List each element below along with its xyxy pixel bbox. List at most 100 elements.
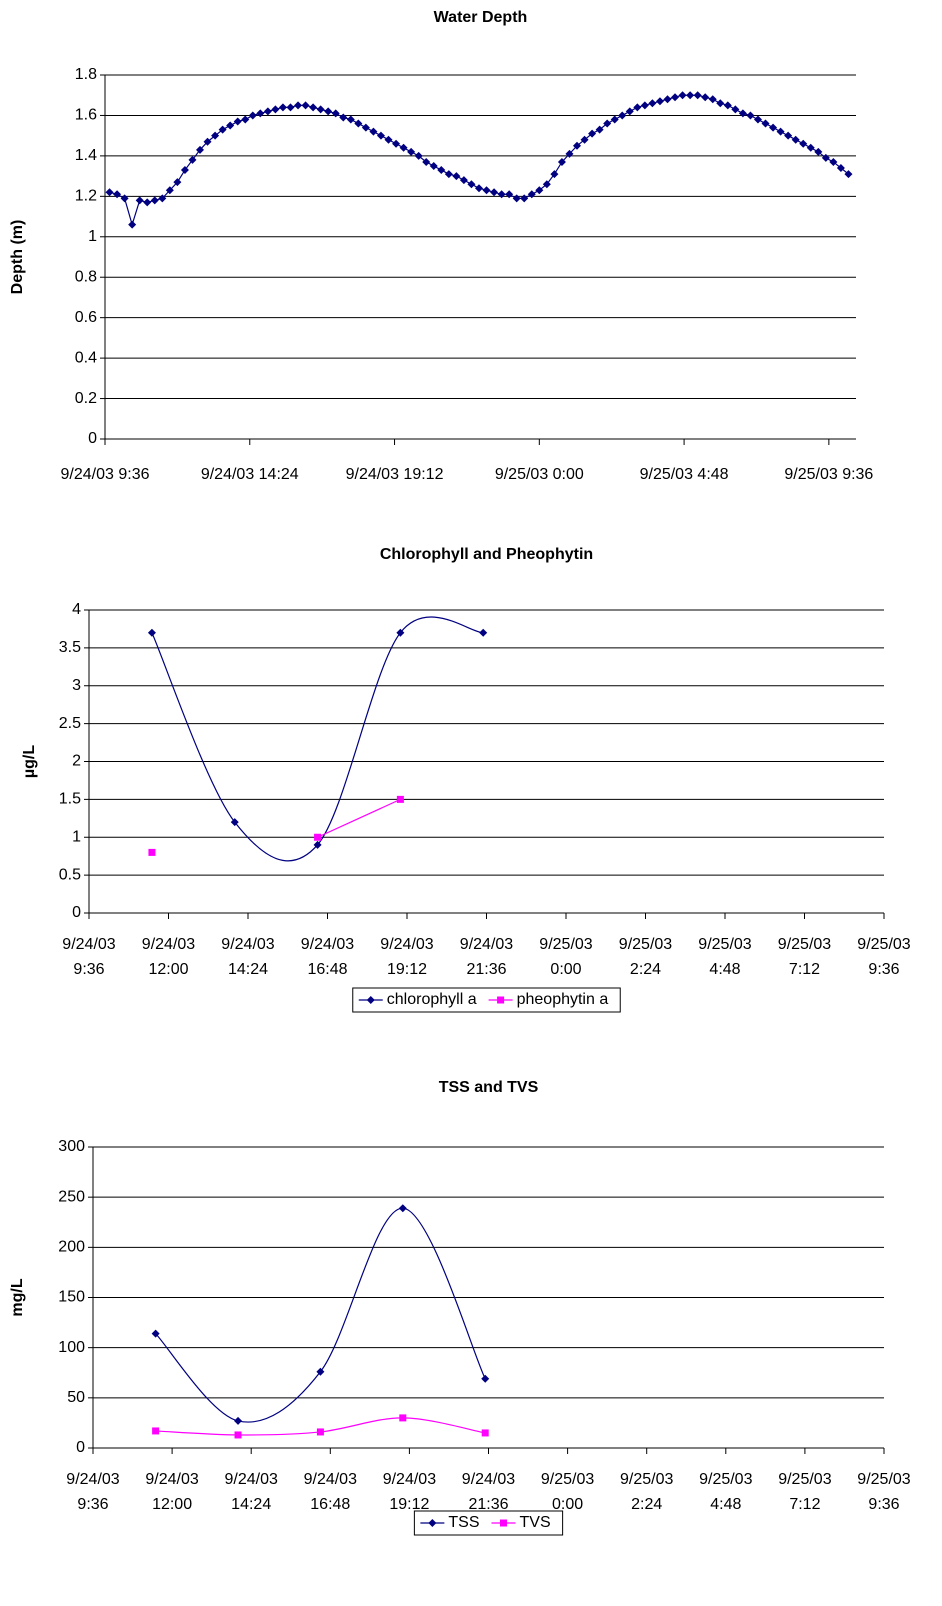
marker	[301, 101, 310, 110]
legend-label: TSS	[448, 1514, 479, 1531]
x-tick-label: 9/24/03 9:36	[66, 1471, 119, 1513]
marker	[580, 135, 589, 144]
marker	[384, 135, 393, 144]
marker	[814, 147, 823, 156]
marker	[565, 149, 574, 158]
y-tick-label: 0.5	[59, 866, 81, 883]
y-tick-label: 0	[72, 904, 81, 921]
marker	[128, 220, 137, 229]
marker	[188, 155, 197, 164]
y-tick-label: 2.5	[59, 715, 81, 732]
marker	[158, 194, 167, 203]
y-tick-label: 4	[72, 601, 81, 618]
marker	[731, 105, 740, 114]
x-tick-label: 9/24/03 9:36	[62, 936, 115, 978]
y-tick-label: 1.4	[75, 147, 97, 164]
marker	[148, 848, 156, 856]
y-tick-label: 100	[58, 1339, 85, 1356]
chart-title: Water Depth	[434, 9, 528, 26]
x-tick-label: 9/25/03 7:12	[778, 936, 831, 978]
x-tick-label: 9/25/03 9:36	[784, 466, 873, 483]
marker	[414, 151, 423, 160]
marker	[481, 1429, 489, 1437]
x-tick-label: 9/24/03 19:12	[346, 466, 444, 483]
y-tick-label: 1.8	[75, 66, 97, 83]
marker	[294, 101, 303, 110]
legend-box	[352, 987, 621, 1013]
y-tick-label: 150	[58, 1289, 85, 1306]
marker	[479, 628, 488, 637]
series-line	[151, 616, 484, 862]
y-tick-label: 0	[76, 1439, 85, 1456]
marker	[226, 121, 235, 130]
marker	[241, 115, 250, 124]
marker	[505, 190, 514, 199]
marker	[354, 119, 363, 128]
marker	[203, 137, 212, 146]
marker	[459, 176, 468, 185]
x-tick-label: 9/24/03 9:36	[61, 466, 150, 483]
marker	[482, 186, 491, 195]
y-tick-label: 1	[72, 828, 81, 845]
y-tick-label: 0.8	[75, 268, 97, 285]
series-line	[317, 798, 401, 838]
marker	[165, 186, 174, 195]
marker	[143, 198, 152, 207]
x-tick-label: 9/24/03 12:00	[145, 1471, 198, 1513]
marker	[399, 143, 408, 152]
marker	[481, 1374, 490, 1383]
y-tick-label: 3.5	[59, 639, 81, 656]
x-tick-label: 9/25/03 2:24	[620, 1471, 673, 1513]
y-tick-label: 1.5	[59, 791, 81, 808]
marker	[233, 117, 242, 126]
x-tick-label: 9/24/03 14:24	[225, 1471, 278, 1513]
y-tick-label: 0	[88, 430, 97, 447]
marker	[316, 1428, 324, 1436]
marker	[663, 95, 672, 104]
marker	[180, 166, 189, 175]
marker	[399, 1414, 407, 1422]
y-tick-label: 250	[58, 1188, 85, 1205]
marker	[776, 127, 785, 136]
marker	[316, 105, 325, 114]
x-tick-label: 9/24/03 19:12	[380, 936, 433, 978]
marker	[150, 196, 159, 205]
marker	[396, 628, 405, 637]
y-tick-label: 1.2	[75, 188, 97, 205]
marker	[610, 115, 619, 124]
marker	[324, 107, 333, 116]
x-tick-label: 9/25/03 0:00	[495, 466, 584, 483]
marker	[316, 1367, 325, 1376]
y-tick-label: 1	[88, 228, 97, 245]
marker	[271, 105, 280, 114]
marker	[151, 1329, 160, 1338]
x-tick-label: 9/24/03 14:24	[201, 466, 299, 483]
y-tick-label: 300	[58, 1138, 85, 1155]
marker	[595, 125, 604, 134]
x-tick-label: 9/24/03 14:24	[221, 936, 274, 978]
marker	[520, 194, 529, 203]
marker	[746, 111, 755, 120]
series-line	[155, 1207, 486, 1423]
marker	[678, 91, 687, 100]
x-tick-label: 9/25/03 4:48	[699, 1471, 752, 1513]
legend-label: chlorophyll a	[387, 991, 477, 1008]
marker	[588, 129, 597, 138]
marker	[339, 113, 348, 122]
marker	[437, 166, 446, 175]
marker	[708, 95, 717, 104]
marker	[428, 1519, 437, 1527]
y-tick-label: 0.2	[75, 390, 97, 407]
x-tick-label: 9/25/03 0:00	[541, 1471, 594, 1513]
marker	[686, 91, 695, 100]
marker	[799, 139, 808, 148]
marker	[234, 1416, 243, 1425]
x-tick-label: 9/24/03 16:48	[301, 936, 354, 978]
marker	[603, 119, 612, 128]
y-tick-label: 50	[67, 1389, 85, 1406]
y-tick-label: 200	[58, 1239, 85, 1256]
marker	[234, 1431, 242, 1439]
y-axis-title: Depth (m)	[9, 220, 26, 295]
x-tick-label: 9/25/03 0:00	[539, 936, 592, 978]
y-tick-label: 0.4	[75, 349, 97, 366]
